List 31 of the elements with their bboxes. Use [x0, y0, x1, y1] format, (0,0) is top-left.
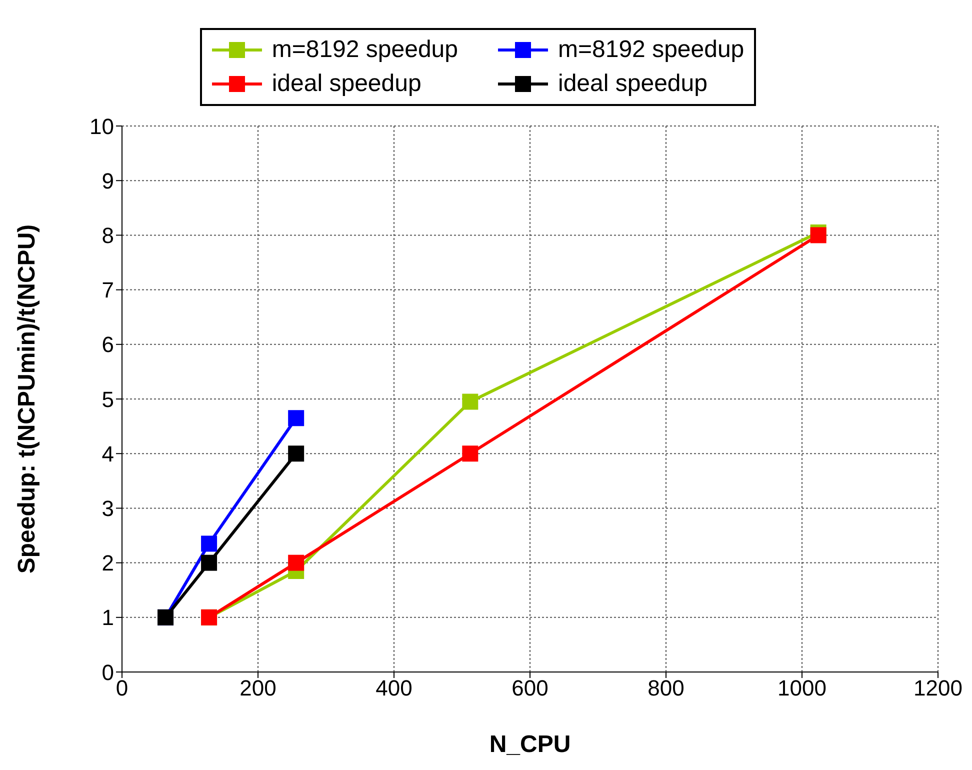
point [462, 394, 478, 410]
y-tick-label: 9 [102, 168, 114, 194]
y-tick-label: 7 [102, 278, 114, 303]
legend-label: ideal speedup [272, 70, 422, 98]
point [288, 446, 304, 462]
x-tick-label: 400 [376, 676, 412, 701]
x-axis-title: N_CPU [489, 731, 571, 758]
y-tick-label: 6 [102, 332, 114, 358]
x-tick-label: 600 [512, 676, 548, 701]
y-tick-label: 5 [102, 386, 114, 412]
y-tick-label: 4 [102, 441, 114, 466]
x-tick-label: 1000 [778, 676, 826, 701]
point [288, 554, 304, 571]
x-tick-label: 800 [648, 676, 684, 701]
point [288, 410, 304, 426]
y-tick-label: 10 [90, 114, 114, 139]
y-tick-label: 1 [102, 605, 114, 630]
y-tick-label: 3 [102, 496, 114, 522]
x-tick-label: 1200 [914, 676, 962, 701]
y-tick-label: 8 [102, 223, 114, 248]
legend-label: m=8192 speedup [272, 36, 458, 64]
point [201, 554, 218, 571]
point [810, 227, 826, 244]
y-axis-title: Speedup: t(NCPUmin)/t(NCPU) [14, 224, 41, 574]
point [201, 536, 218, 552]
point [462, 446, 478, 462]
legend-label: ideal speedup [558, 70, 708, 98]
y-tick-label: 0 [102, 660, 114, 685]
x-tick-label: 200 [240, 676, 276, 701]
y-tick-label: 2 [102, 550, 114, 576]
legend-label: m=8192 speedup [558, 36, 744, 64]
